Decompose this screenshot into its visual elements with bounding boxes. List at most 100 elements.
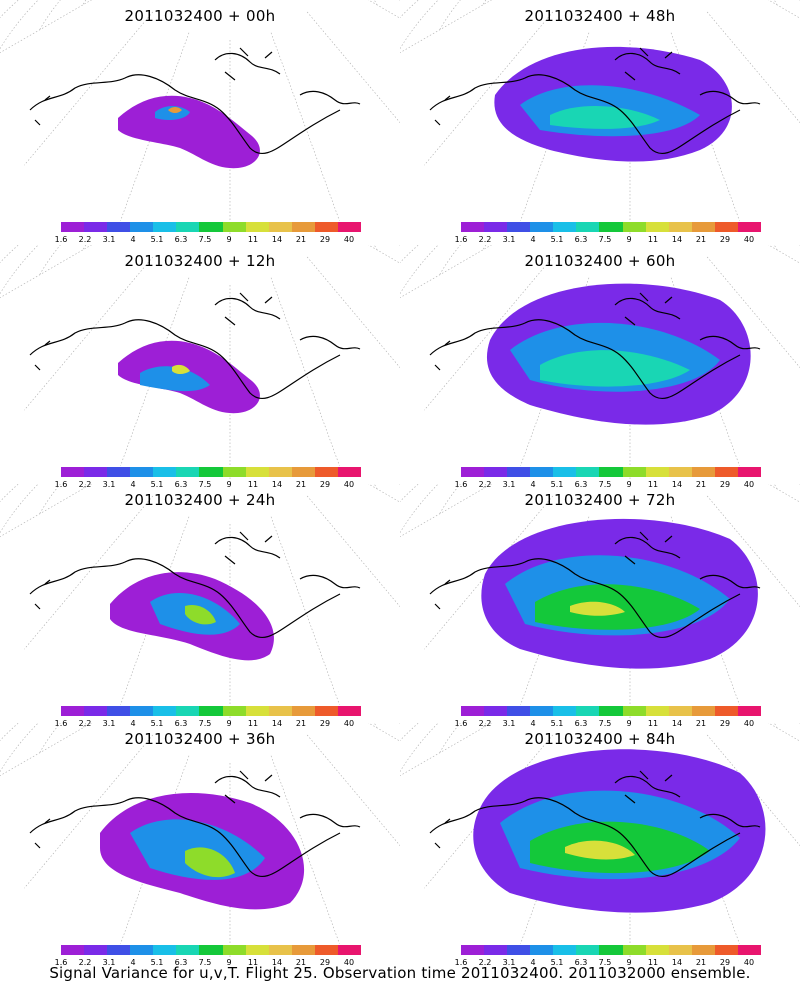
colorbar-tick-label: 2.2 [78, 958, 92, 967]
coastline [214, 770, 281, 804]
colorbar [61, 945, 362, 955]
colorbar-swatch [176, 222, 200, 232]
colorbar-tick-label: 11 [647, 235, 659, 244]
colorbar-tick-label: 4 [130, 958, 136, 967]
colorbar-swatch [507, 945, 531, 955]
latitude-line [482, 723, 778, 729]
coastline [34, 818, 51, 849]
colorbar-swatch [153, 706, 177, 716]
coastlines [429, 770, 761, 877]
colorbar-tick-label: 7.5 [598, 480, 612, 489]
panel-title: 2011032400 + 48h [524, 7, 676, 25]
colorbar-tick-label: 6.3 [174, 235, 188, 244]
latitude-line [482, 484, 778, 490]
colorbar-tick-label: 2.2 [478, 235, 492, 244]
colorbar-labels: 1.6 2.2 3.1 4 5.1 6.3 7.5 9 11 14 21 29 40 [55, 480, 365, 490]
latitude-line [82, 0, 378, 6]
colorbar-swatch [484, 706, 508, 716]
colorbar-swatch [176, 945, 200, 955]
colorbar-tick-label: 6.3 [574, 235, 588, 244]
panel-24h: 2011032400 + 24h 1.6 2.2 3.1 4 5.1 6.3 7.5 9 11 1… [0, 484, 400, 728]
colorbar-swatch [61, 222, 85, 232]
colorbar-swatch [507, 467, 531, 477]
colorbar-tick-label: 6.3 [574, 719, 588, 728]
colorbar-tick-label: 21 [695, 958, 707, 967]
colorbar-tick-label: 1.6 [454, 958, 468, 967]
colorbar-tick-label: 7.5 [598, 958, 612, 967]
colorbar-tick-label: 11 [647, 958, 659, 967]
colorbar-tick-label: 4 [130, 719, 136, 728]
coastline [614, 292, 681, 326]
colorbar-tick-label: 14 [271, 235, 283, 244]
colorbar-swatch [599, 945, 623, 955]
panel-00h: 2011032400 + 00h 1.6 2.2 3.1 4 5.1 6.3 7.5 9 11 1… [0, 0, 400, 244]
meridian-line [270, 516, 340, 705]
coastline [429, 558, 741, 638]
panel-title: 2011032400 + 72h [524, 491, 676, 509]
colorbar-tick-label: 14 [671, 958, 683, 967]
colorbar-tick-label: 40 [343, 958, 355, 967]
colorbar-swatch [645, 945, 669, 955]
colorbar-swatch [153, 467, 177, 477]
colorbar-swatch [484, 945, 508, 955]
colorbar-tick-label: 21 [695, 480, 707, 489]
colorbar-swatch [553, 467, 577, 477]
colorbar [61, 706, 362, 716]
colorbar-swatch [291, 945, 315, 955]
colorbar-tick-label: 1.6 [54, 480, 68, 489]
panel-60h: 2011032400 + 60h 1.6 2.2 3.1 4 5.1 6.3 7.5 9 11 1… [400, 245, 800, 489]
colorbar-swatch [245, 706, 269, 716]
colorbar-swatch [337, 222, 362, 232]
colorbar-tick-label: 5.1 [550, 719, 564, 728]
colorbar-swatch [61, 467, 85, 477]
colorbar-swatch [84, 222, 108, 232]
coastline [29, 558, 341, 638]
colorbar-labels: 1.6 2.2 3.1 4 5.1 6.3 7.5 9 11 14 21 29 40 [55, 719, 365, 729]
colorbar-tick-label: 29 [319, 235, 331, 244]
colorbar [61, 222, 362, 232]
variance-contour [565, 840, 635, 860]
colorbar-tick-label: 5.1 [150, 958, 164, 967]
variance-contour [185, 604, 216, 625]
meridian-line [306, 734, 400, 847]
coastline [429, 319, 741, 399]
map-svg [0, 0, 400, 240]
colorbar-swatch [461, 222, 485, 232]
colorbar-swatch [507, 706, 531, 716]
meridian-line [306, 495, 400, 608]
panel-84h: 2011032400 + 84h 1.6 2.2 3.1 4 5.1 6.3 7.5 9 11 1… [400, 723, 800, 967]
colorbar-swatch [737, 222, 762, 232]
colorbar-labels: 1.6 2.2 3.1 4 5.1 6.3 7.5 9 11 14 21 29 40 [55, 958, 365, 968]
colorbar-swatch [222, 222, 246, 232]
coastline [214, 531, 281, 565]
colorbar-swatch [576, 222, 600, 232]
coastline [29, 74, 341, 154]
colorbar-swatch [645, 222, 669, 232]
colorbar-swatch [622, 945, 646, 955]
colorbar-swatch [599, 222, 623, 232]
colorbar-swatch [268, 467, 292, 477]
colorbar-tick-label: 4 [130, 480, 136, 489]
colorbar-swatch [222, 467, 246, 477]
variance-contour [168, 107, 182, 113]
colorbar [461, 945, 762, 955]
colorbar-tick-label: 2.2 [478, 480, 492, 489]
colorbar-tick-label: 14 [671, 235, 683, 244]
colorbar-tick-label: 21 [295, 719, 307, 728]
colorbar-tick-label: 40 [743, 235, 755, 244]
variance-contour [140, 366, 210, 392]
colorbar-tick-label: 5.1 [550, 235, 564, 244]
colorbar-swatch [314, 945, 338, 955]
variance-contour [185, 847, 235, 878]
colorbar-swatch [576, 706, 600, 716]
colorbar-labels: 1.6 2.2 3.1 4 5.1 6.3 7.5 9 11 14 21 29 40 [455, 719, 765, 729]
colorbar-swatch [199, 467, 223, 477]
colorbar-swatch [668, 467, 692, 477]
colorbar-tick-label: 9 [626, 235, 632, 244]
colorbar-tick-label: 40 [743, 719, 755, 728]
panel-title: 2011032400 + 60h [524, 252, 676, 270]
colorbar-swatch [691, 706, 715, 716]
coastline [699, 813, 761, 828]
colorbar-tick-label: 14 [271, 719, 283, 728]
colorbar-tick-label: 29 [719, 719, 731, 728]
